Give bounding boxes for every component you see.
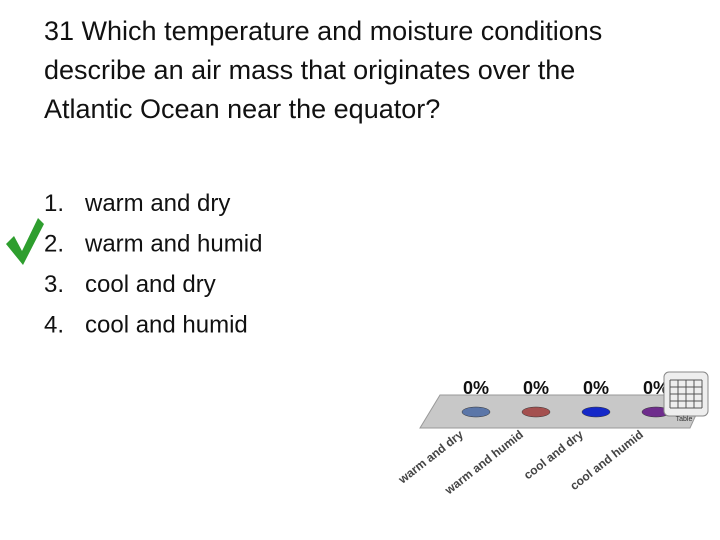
table-icon-label: Table	[676, 416, 693, 423]
question-text: 31 Which temperature and moisture condit…	[44, 16, 602, 124]
option-marker: 1.	[44, 190, 64, 217]
option-marker: 3.	[44, 271, 64, 298]
option-text: warm and dry	[84, 190, 230, 217]
value-label: 0%	[463, 378, 489, 398]
option-text: cool and humid	[85, 312, 248, 339]
check-mark	[6, 218, 44, 265]
question-line: describe an air mass that originates ove…	[44, 55, 575, 85]
question-line: Which temperature and moisture condition…	[74, 16, 602, 46]
bar-base	[461, 406, 491, 418]
option-text: cool and dry	[85, 271, 216, 298]
chart-floor	[419, 394, 706, 429]
value-label: 0%	[523, 378, 549, 398]
question-line: Atlantic Ocean near the equator?	[44, 94, 440, 124]
option-marker: 4.	[44, 312, 64, 339]
bar-base	[581, 406, 611, 418]
option-text: warm and humid	[84, 231, 262, 258]
question-number: 31	[44, 16, 74, 46]
value-label: 0%	[643, 378, 669, 398]
option-marker: 2.	[44, 231, 64, 258]
bar-base	[521, 406, 551, 418]
value-label: 0%	[583, 378, 609, 398]
